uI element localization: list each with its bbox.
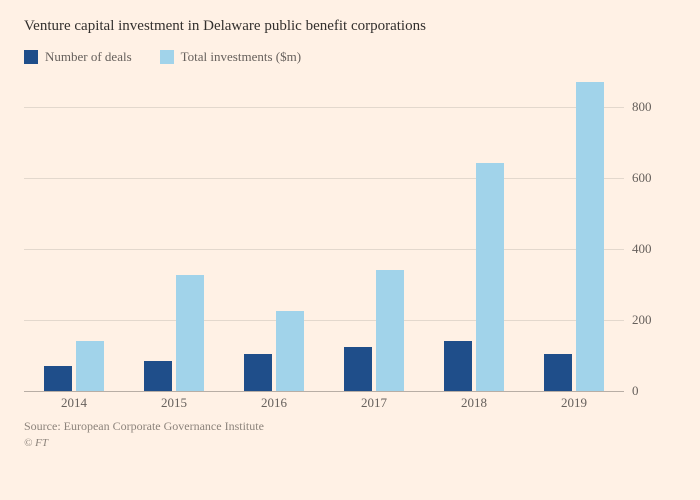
chart-title: Venture capital investment in Delaware p…: [24, 18, 676, 35]
chart-container: Venture capital investment in Delaware p…: [0, 0, 700, 500]
x-tick-label: 2018: [461, 395, 487, 411]
bar-total-investments-m-: [76, 341, 104, 391]
bar-number-of-deals: [444, 341, 472, 391]
bar-number-of-deals: [544, 354, 572, 391]
gridline: [24, 107, 624, 108]
gridline: [24, 249, 624, 250]
x-tick-label: 2016: [261, 395, 287, 411]
bar-total-investments-m-: [376, 270, 404, 391]
bar-total-investments-m-: [576, 82, 604, 391]
legend-label-investments: Total investments ($m): [181, 49, 301, 65]
source-line: Source: European Corporate Governance In…: [24, 419, 676, 434]
x-tick-label: 2017: [361, 395, 387, 411]
gridline: [24, 391, 624, 392]
bar-total-investments-m-: [176, 275, 204, 391]
plot-area: 0 200 400 600 800 2014 2015 2016 2017 2018 2019: [24, 71, 676, 411]
gridline: [24, 320, 624, 321]
gridline: [24, 178, 624, 179]
legend-swatch-investments: [160, 50, 174, 64]
legend-label-deals: Number of deals: [45, 49, 132, 65]
chart-footer: Source: European Corporate Governance In…: [24, 419, 676, 449]
y-tick-label: 800: [632, 99, 676, 115]
bar-number-of-deals: [44, 366, 72, 391]
legend: Number of deals Total investments ($m): [24, 49, 676, 65]
y-tick-label: 200: [632, 312, 676, 328]
x-tick-label: 2014: [61, 395, 87, 411]
x-tick-label: 2015: [161, 395, 187, 411]
legend-swatch-deals: [24, 50, 38, 64]
y-tick-label: 0: [632, 383, 676, 399]
copyright-line: © FT: [24, 437, 676, 449]
bar-number-of-deals: [144, 361, 172, 391]
y-tick-label: 400: [632, 241, 676, 257]
legend-item-investments: Total investments ($m): [160, 49, 301, 65]
bar-number-of-deals: [344, 347, 372, 391]
bar-total-investments-m-: [476, 163, 504, 391]
y-tick-label: 600: [632, 170, 676, 186]
legend-item-deals: Number of deals: [24, 49, 132, 65]
bar-number-of-deals: [244, 354, 272, 391]
bar-total-investments-m-: [276, 311, 304, 391]
x-tick-label: 2019: [561, 395, 587, 411]
